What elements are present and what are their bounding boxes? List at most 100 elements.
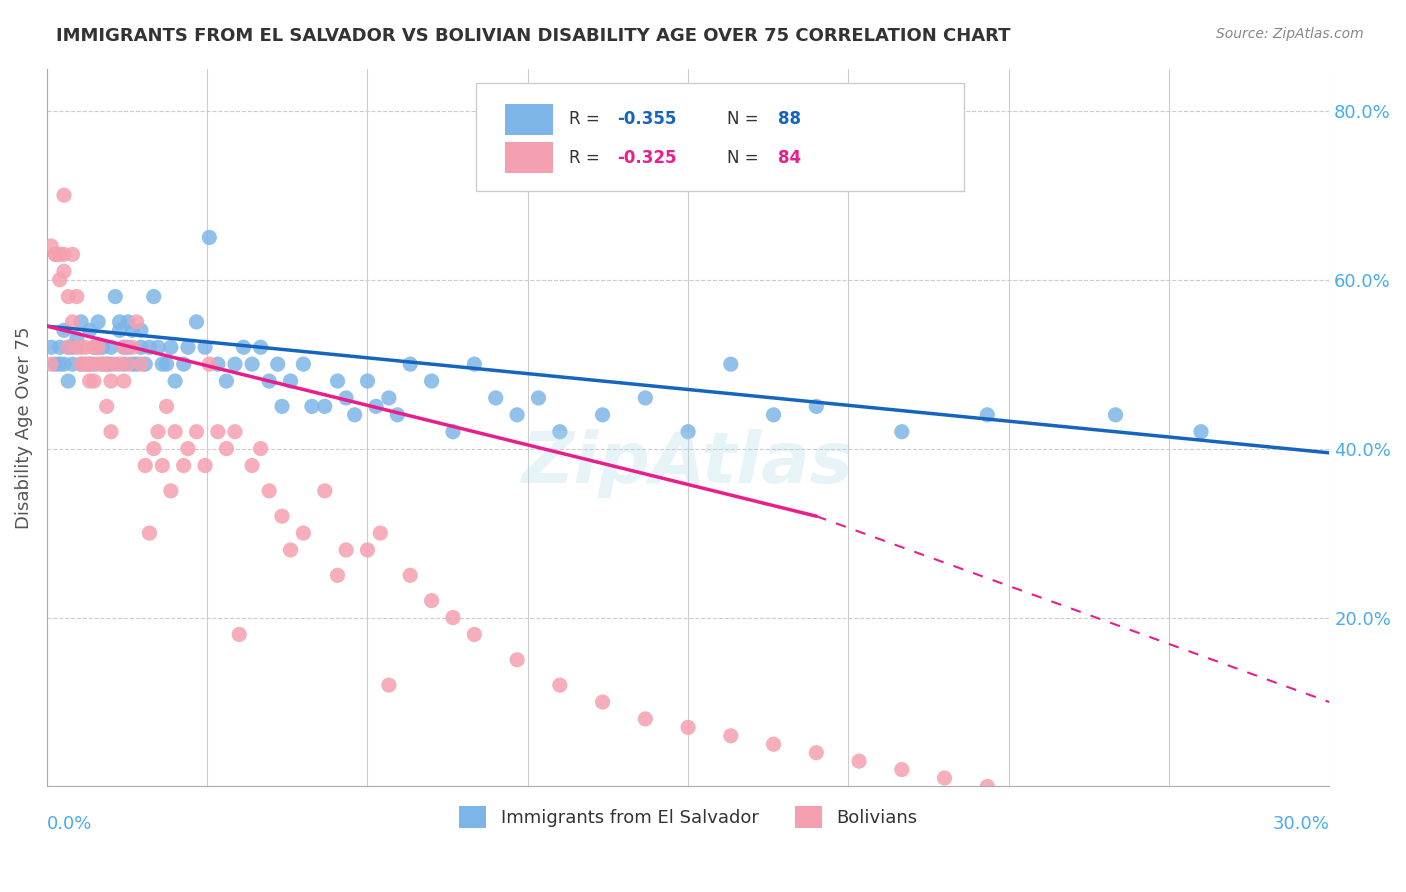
Point <box>420 374 443 388</box>
Point <box>100 340 122 354</box>
Point <box>91 340 114 354</box>
Point <box>79 357 101 371</box>
Point <box>48 247 70 261</box>
Point <box>506 408 529 422</box>
Point <box>70 357 93 371</box>
Point <box>53 323 76 337</box>
Point <box>890 763 912 777</box>
Point <box>129 357 152 371</box>
Point <box>806 746 828 760</box>
Point <box>155 400 177 414</box>
Point <box>70 357 93 371</box>
Point <box>356 374 378 388</box>
Point <box>48 340 70 354</box>
Point <box>343 408 366 422</box>
Point <box>138 340 160 354</box>
Text: Source: ZipAtlas.com: Source: ZipAtlas.com <box>1216 27 1364 41</box>
FancyBboxPatch shape <box>477 83 963 191</box>
Point <box>121 323 143 337</box>
Point <box>232 340 254 354</box>
Point <box>934 771 956 785</box>
Legend: Immigrants from El Salvador, Bolivians: Immigrants from El Salvador, Bolivians <box>451 798 924 835</box>
Point <box>592 695 614 709</box>
Point <box>66 332 89 346</box>
Point <box>79 323 101 337</box>
Point <box>91 357 114 371</box>
Point <box>75 357 97 371</box>
Point <box>53 264 76 278</box>
Point <box>378 391 401 405</box>
Text: IMMIGRANTS FROM EL SALVADOR VS BOLIVIAN DISABILITY AGE OVER 75 CORRELATION CHART: IMMIGRANTS FROM EL SALVADOR VS BOLIVIAN … <box>56 27 1011 45</box>
Point <box>224 357 246 371</box>
Point <box>129 323 152 337</box>
Point <box>720 357 742 371</box>
Point <box>96 400 118 414</box>
Text: 88: 88 <box>778 111 801 128</box>
Point <box>194 340 217 354</box>
Point <box>134 357 156 371</box>
Point <box>387 408 409 422</box>
Point <box>100 374 122 388</box>
Point <box>121 340 143 354</box>
Point <box>125 357 148 371</box>
Point <box>292 526 315 541</box>
Point <box>249 442 271 456</box>
Point <box>62 357 84 371</box>
Point <box>44 357 66 371</box>
Point <box>44 247 66 261</box>
Point <box>806 400 828 414</box>
Point <box>762 408 785 422</box>
Point <box>267 357 290 371</box>
Point <box>292 357 315 371</box>
Point <box>58 340 80 354</box>
Point <box>96 357 118 371</box>
Point <box>96 357 118 371</box>
Point <box>399 357 422 371</box>
Point <box>548 425 571 439</box>
Point <box>368 526 391 541</box>
Point <box>676 720 699 734</box>
Point <box>104 357 127 371</box>
Point <box>1104 408 1126 422</box>
Point <box>177 340 200 354</box>
Text: R =: R = <box>569 111 605 128</box>
Point <box>91 357 114 371</box>
Point <box>848 754 870 768</box>
Point <box>87 340 110 354</box>
Point <box>53 247 76 261</box>
Point <box>249 340 271 354</box>
Point <box>165 425 187 439</box>
Point <box>224 425 246 439</box>
Point <box>720 729 742 743</box>
Point <box>112 340 135 354</box>
Point <box>134 458 156 473</box>
Point <box>58 289 80 303</box>
Point <box>364 400 387 414</box>
Point <box>186 315 208 329</box>
Point <box>150 357 173 371</box>
Point <box>112 340 135 354</box>
Point <box>228 627 250 641</box>
Point <box>240 458 263 473</box>
Text: 84: 84 <box>778 149 801 167</box>
Point <box>378 678 401 692</box>
Point <box>117 315 139 329</box>
Point <box>79 357 101 371</box>
Point <box>70 340 93 354</box>
Point <box>173 458 195 473</box>
Point <box>634 712 657 726</box>
Point <box>75 340 97 354</box>
Point <box>441 425 464 439</box>
Text: N =: N = <box>727 149 763 167</box>
Point <box>79 374 101 388</box>
Point <box>215 374 238 388</box>
Point <box>356 543 378 558</box>
Point <box>44 247 66 261</box>
Point <box>112 357 135 371</box>
Point <box>75 357 97 371</box>
Point <box>58 340 80 354</box>
Point <box>506 653 529 667</box>
Point <box>271 509 294 524</box>
Point <box>215 442 238 456</box>
Point <box>62 315 84 329</box>
